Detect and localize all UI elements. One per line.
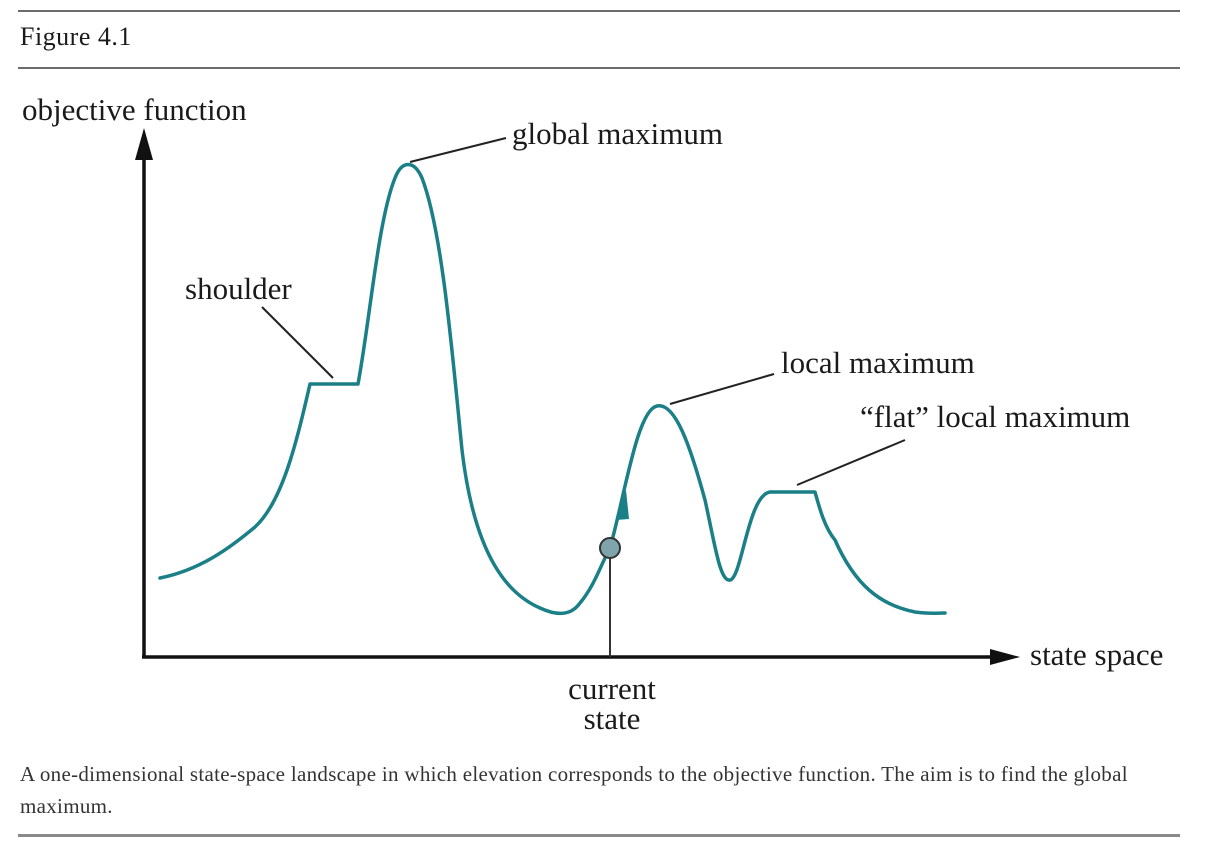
current-state-marker [599, 537, 621, 559]
landscape-curve [158, 162, 947, 616]
global-maximum-label: global maximum [512, 116, 723, 151]
y-axis-label: objective function [22, 92, 247, 127]
shoulder-label: shoulder [185, 271, 292, 306]
bottom-rule [18, 834, 1180, 837]
x-axis-label: state space [1030, 637, 1163, 672]
flat-local-maximum-leader [796, 439, 906, 486]
shoulder-leader [261, 306, 334, 379]
y-axis-arrowhead [135, 128, 153, 160]
global-maximum-leader [409, 137, 507, 163]
x-axis-arrowhead [990, 649, 1020, 665]
local-maximum-leader [669, 373, 775, 405]
header-rule [18, 67, 1180, 69]
state-space-diagram: objective function global maximum should… [22, 92, 1163, 736]
current-state-direction-arrow [616, 490, 629, 520]
figure-caption: A one-dimensional state-space landscape … [20, 762, 1128, 818]
figure-label: Figure 4.1 [20, 22, 132, 51]
top-rule [18, 10, 1180, 12]
current-state-label-line1: current [568, 671, 656, 706]
flat-local-maximum-label: “flat” local maximum [860, 399, 1130, 434]
current-state-label-line2: state [584, 701, 641, 736]
local-maximum-label: local maximum [781, 345, 975, 380]
